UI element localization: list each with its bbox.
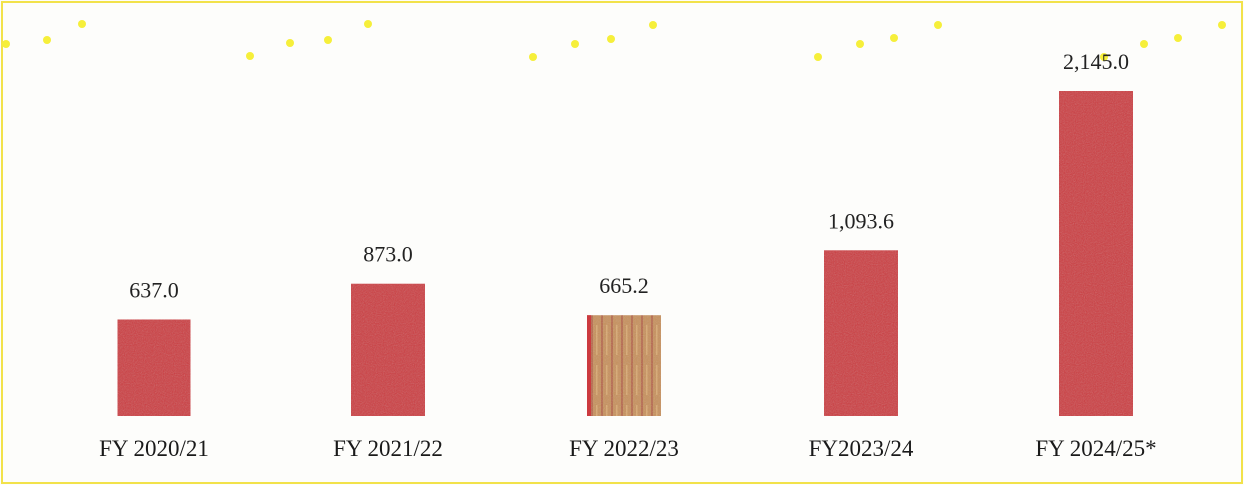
value-labels-group: 637.0 873.0 665.2 1,093.6 2,145.0 <box>129 49 1129 302</box>
value-label-2: 873.0 <box>363 242 413 267</box>
value-label-5: 2,145.0 <box>1063 49 1129 74</box>
value-label-4: 1,093.6 <box>828 208 894 233</box>
decorative-dot <box>649 21 657 29</box>
bar-4 <box>824 250 898 416</box>
decorative-dot <box>814 53 822 61</box>
bar-2 <box>351 283 425 416</box>
bar-1 <box>117 319 191 416</box>
bar-3-edge <box>587 315 591 416</box>
decorative-dot <box>2 40 10 48</box>
decorative-dot <box>934 21 942 29</box>
value-label-1: 637.0 <box>129 277 179 302</box>
decorative-dot <box>1174 34 1182 42</box>
category-label-5: FY 2024/25* <box>1035 436 1156 461</box>
decorative-dot <box>246 52 254 60</box>
category-label-2: FY 2021/22 <box>333 436 443 461</box>
decorative-dot <box>890 34 898 42</box>
decorative-dot <box>856 40 864 48</box>
category-labels-group: FY 2020/21 FY 2021/22 FY 2022/23 FY2023/24 F… <box>99 436 1156 461</box>
value-label-3: 665.2 <box>599 273 649 298</box>
decorative-dot <box>286 39 294 47</box>
category-label-3: FY 2022/23 <box>569 436 679 461</box>
decorative-dot <box>1218 21 1226 29</box>
bar-5 <box>1059 91 1133 416</box>
decorative-dot <box>571 40 579 48</box>
decorative-dot <box>43 36 51 44</box>
bar-3 <box>587 315 661 416</box>
decorative-dot <box>529 53 537 61</box>
decorative-dot <box>607 35 615 43</box>
decorative-dots <box>2 20 1226 61</box>
bars-group <box>117 91 1133 416</box>
decorative-dot <box>1140 40 1148 48</box>
decorative-dot <box>324 36 332 44</box>
category-label-4: FY2023/24 <box>809 436 914 461</box>
category-label-1: FY 2020/21 <box>99 436 209 461</box>
decorative-dot <box>1100 53 1108 61</box>
decorative-dot <box>78 20 86 28</box>
decorative-dot <box>364 20 372 28</box>
